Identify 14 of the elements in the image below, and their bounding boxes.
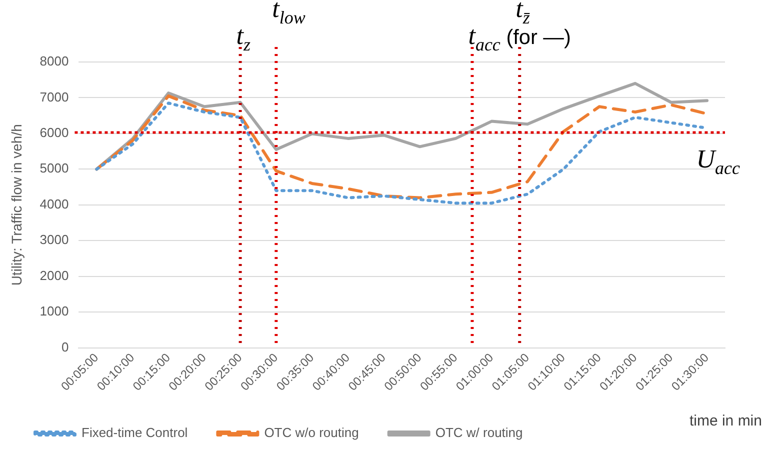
y-tick-label: 5000 — [40, 160, 69, 176]
y-tick-label: 2000 — [40, 268, 69, 283]
legend-label: OTC w/o routing — [264, 425, 359, 440]
y-tick-label: 0 — [61, 339, 69, 354]
legend-label: Fixed-time Control — [82, 425, 188, 440]
y-tick-label: 6000 — [40, 125, 69, 140]
y-tick-label: 4000 — [40, 196, 69, 212]
legend-label: OTC w/ routing — [435, 425, 523, 440]
x-axis-title: time in min — [689, 412, 762, 430]
y-tick-label: 7000 — [40, 89, 69, 104]
y-tick-label: 8000 — [40, 54, 69, 69]
y-tick-label: 1000 — [40, 304, 69, 319]
y-axis-title: Utility: Traffic flow in veh/h — [8, 124, 24, 286]
y-tick-label: 3000 — [40, 232, 69, 248]
